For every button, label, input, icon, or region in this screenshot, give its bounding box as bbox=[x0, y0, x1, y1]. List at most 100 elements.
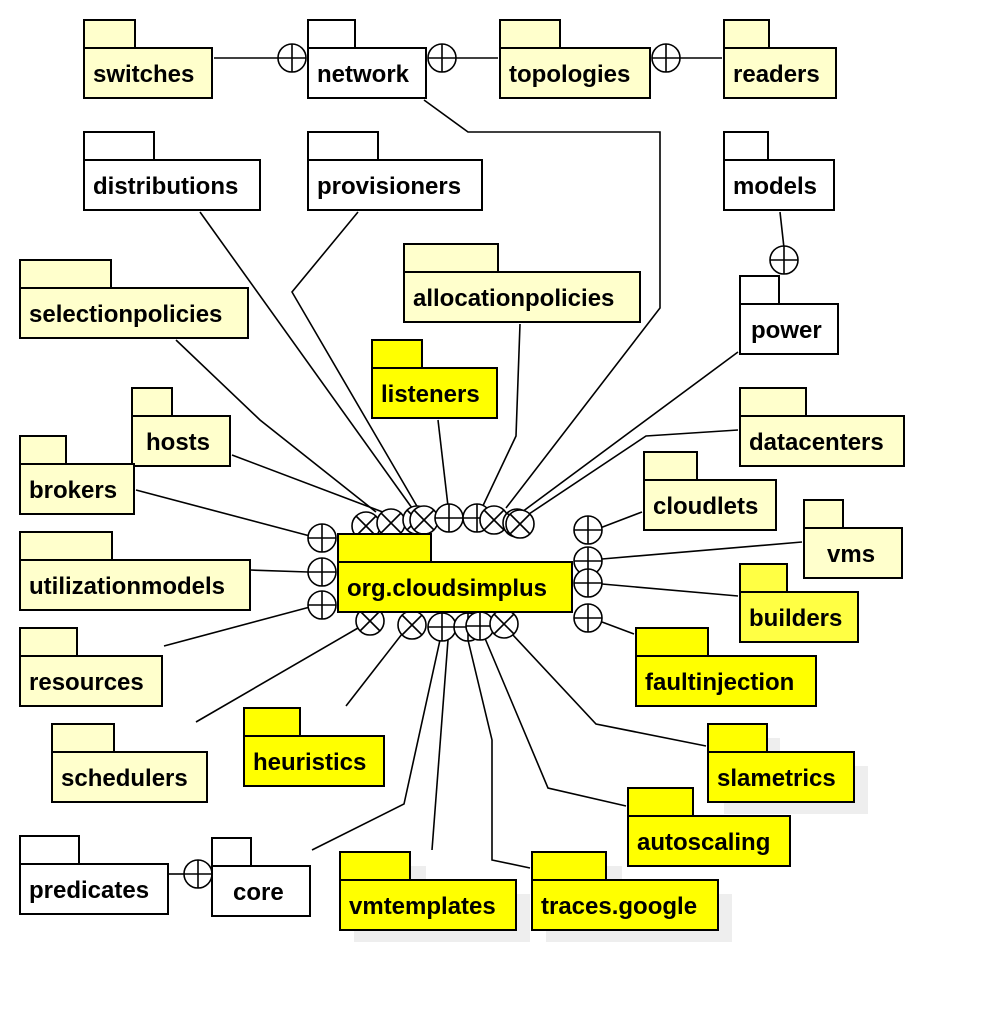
link-network-root bbox=[423, 99, 661, 509]
package-label: hosts bbox=[146, 429, 210, 456]
link-selectionpolicies-root bbox=[175, 339, 377, 513]
package-builders[interactable]: builders bbox=[739, 563, 859, 643]
plus-circle-icon bbox=[427, 43, 457, 73]
package-topologies[interactable]: topologies bbox=[499, 19, 651, 99]
package-distributions[interactable]: distributions bbox=[83, 131, 261, 211]
package-switches[interactable]: switches bbox=[83, 19, 213, 99]
package-label: network bbox=[317, 61, 410, 88]
x-circle-icon bbox=[489, 609, 519, 639]
link-faultinjection-root bbox=[601, 621, 635, 635]
package-network[interactable]: network bbox=[307, 19, 427, 99]
package-power[interactable]: power bbox=[739, 275, 839, 355]
package-listeners[interactable]: listeners bbox=[371, 339, 498, 419]
link-power-root bbox=[521, 351, 739, 513]
package-label: selectionpolicies bbox=[29, 301, 222, 328]
plus-circle-icon bbox=[434, 503, 464, 533]
link-distributions-root bbox=[199, 211, 413, 509]
package-heuristics[interactable]: heuristics bbox=[243, 707, 385, 787]
package-label: vmtemplates bbox=[349, 893, 496, 920]
package-cloudlets[interactable]: cloudlets bbox=[643, 451, 777, 531]
dependency-lines bbox=[135, 57, 803, 875]
package-slametrics[interactable]: slametrics bbox=[707, 723, 855, 803]
link-brokers-root bbox=[135, 489, 311, 537]
package-org-cloudsimplus[interactable]: org.cloudsimplus bbox=[337, 533, 573, 613]
package-label: core bbox=[233, 879, 284, 906]
link-hosts-root bbox=[231, 454, 389, 515]
link-heuristics-root bbox=[345, 633, 403, 707]
x-circle-icon bbox=[397, 610, 427, 640]
package-vms[interactable]: vms bbox=[803, 499, 903, 579]
package-label: datacenters bbox=[749, 429, 884, 456]
package-readers[interactable]: readers bbox=[723, 19, 837, 99]
package-provisioners[interactable]: provisioners bbox=[307, 131, 483, 211]
x-circle-icon bbox=[505, 509, 535, 539]
package-label: distributions bbox=[93, 173, 238, 200]
link-datacenters-root bbox=[525, 429, 739, 517]
package-traces-google[interactable]: traces.google bbox=[531, 851, 719, 931]
plus-circle-icon bbox=[573, 515, 603, 545]
package-predicates[interactable]: predicates bbox=[19, 835, 169, 915]
package-label: resources bbox=[29, 669, 144, 696]
package-label: predicates bbox=[29, 877, 149, 904]
link-vmtemplates-root bbox=[431, 639, 449, 851]
package-label: brokers bbox=[29, 477, 117, 504]
package-core[interactable]: core bbox=[211, 837, 311, 917]
package-label: allocationpolicies bbox=[413, 285, 614, 312]
link-autoscaling-root bbox=[483, 635, 627, 807]
plus-circle-icon bbox=[307, 557, 337, 587]
plus-circle-icon bbox=[651, 43, 681, 73]
package-allocationpolicies[interactable]: allocationpolicies bbox=[403, 243, 641, 323]
package-label: traces.google bbox=[541, 893, 697, 920]
plus-circle-icon bbox=[573, 568, 603, 598]
link-provisioners-root bbox=[291, 211, 419, 509]
package-label: provisioners bbox=[317, 173, 461, 200]
package-schedulers[interactable]: schedulers bbox=[51, 723, 208, 803]
plus-circle-icon bbox=[427, 612, 457, 642]
x-circle-icon bbox=[376, 508, 406, 538]
package-label: utilizationmodels bbox=[29, 573, 225, 600]
package-hosts[interactable]: hosts bbox=[131, 387, 231, 467]
package-autoscaling[interactable]: autoscaling bbox=[627, 787, 791, 867]
package-label: faultinjection bbox=[645, 669, 794, 696]
package-label: listeners bbox=[381, 381, 480, 408]
connection-symbols bbox=[183, 43, 799, 889]
plus-circle-icon bbox=[307, 523, 337, 553]
package-label: cloudlets bbox=[653, 493, 758, 520]
link-models-power bbox=[779, 211, 785, 249]
link-tracesgoogle-root bbox=[467, 639, 531, 869]
package-models[interactable]: models bbox=[723, 131, 835, 211]
package-utilizationmodels[interactable]: utilizationmodels bbox=[19, 531, 251, 611]
link-schedulers-root bbox=[195, 627, 359, 723]
package-label: switches bbox=[93, 61, 194, 88]
package-resources[interactable]: resources bbox=[19, 627, 163, 707]
package-label: heuristics bbox=[253, 749, 366, 776]
link-listeners-root bbox=[437, 419, 449, 507]
link-allocationpolicies-root bbox=[479, 323, 521, 513]
package-label: readers bbox=[733, 61, 820, 88]
package-label: autoscaling bbox=[637, 829, 770, 856]
link-vms-root bbox=[601, 541, 803, 560]
link-utilizationmodels-root bbox=[249, 569, 309, 573]
plus-circle-icon bbox=[277, 43, 307, 73]
link-cloudlets-root bbox=[599, 511, 643, 529]
package-label: org.cloudsimplus bbox=[347, 575, 547, 602]
plus-circle-icon bbox=[573, 603, 603, 633]
link-resources-root bbox=[163, 606, 311, 647]
x-circle-icon bbox=[409, 505, 439, 535]
package-label: builders bbox=[749, 605, 842, 632]
package-datacenters[interactable]: datacenters bbox=[739, 387, 905, 467]
link-core-root bbox=[311, 639, 441, 851]
package-label: schedulers bbox=[61, 765, 188, 792]
package-label: vms bbox=[827, 541, 875, 568]
package-selectionpolicies[interactable]: selectionpolicies bbox=[19, 259, 249, 339]
plus-circle-icon bbox=[183, 859, 213, 889]
package-label: models bbox=[733, 173, 817, 200]
plus-circle-icon bbox=[307, 590, 337, 620]
package-label: power bbox=[751, 317, 822, 344]
link-slametrics-root bbox=[511, 633, 707, 747]
package-brokers[interactable]: brokers bbox=[19, 435, 135, 515]
package-vmtemplates[interactable]: vmtemplates bbox=[339, 851, 517, 931]
package-faultinjection[interactable]: faultinjection bbox=[635, 627, 817, 707]
link-builders-root bbox=[601, 583, 739, 597]
